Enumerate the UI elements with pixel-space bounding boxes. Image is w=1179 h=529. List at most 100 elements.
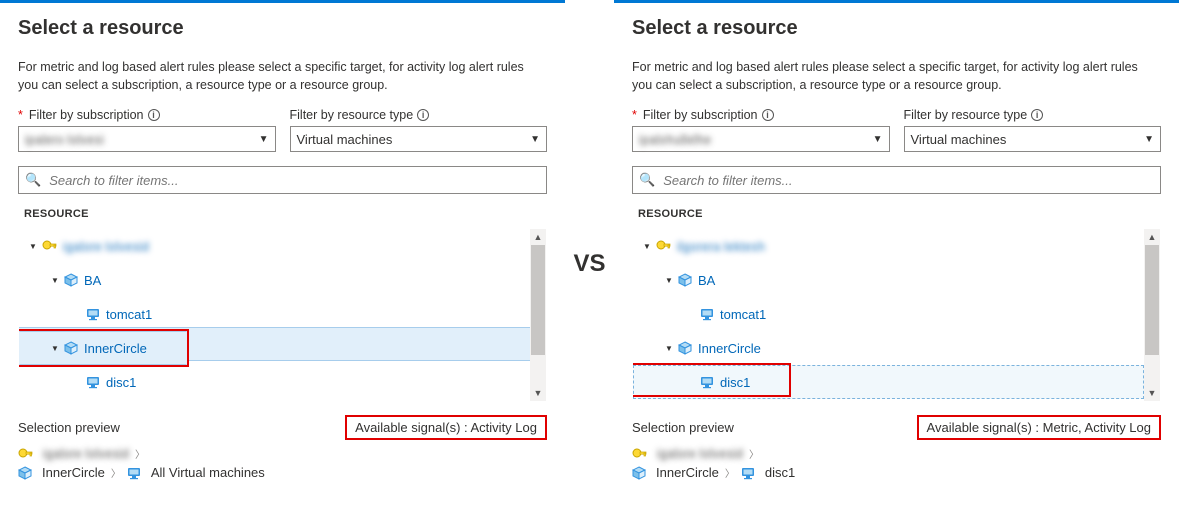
search-input[interactable] xyxy=(661,172,1154,189)
search-icon: 🔍 xyxy=(639,172,655,188)
chevron-down-icon: ▼ xyxy=(530,134,540,145)
resource-tree: ▼ ilgorera lektesh ▼ BA tomcat1 ▼ xyxy=(633,229,1160,401)
panel-title: Select a resource xyxy=(18,17,547,40)
cube-icon xyxy=(64,341,78,355)
scroll-down-icon[interactable]: ▼ xyxy=(1144,385,1160,401)
panel-description: For metric and log based alert rules ple… xyxy=(632,58,1161,94)
highlight-innercircle: ▼ InnerCircle xyxy=(19,329,189,367)
crumb-mid[interactable]: InnerCircle xyxy=(656,465,719,480)
tree-label: InnerCircle xyxy=(84,341,147,356)
tree-row-innercircle[interactable]: ▼ InnerCircle xyxy=(19,331,187,365)
scroll-down-icon[interactable]: ▼ xyxy=(530,385,546,401)
tree-label: tomcat1 xyxy=(106,307,152,322)
vs-divider: VS xyxy=(565,0,614,278)
tree-label: InnerCircle xyxy=(698,341,761,356)
tree-label: tomcat1 xyxy=(720,307,766,322)
collapse-icon[interactable]: ▼ xyxy=(50,276,60,285)
tree-label: BA xyxy=(84,273,101,288)
key-icon xyxy=(42,240,57,252)
tree-row-subscription[interactable]: ▼ igalore lolvesid xyxy=(19,229,530,263)
collapse-icon[interactable]: ▼ xyxy=(50,344,60,353)
info-icon[interactable]: i xyxy=(417,109,429,121)
search-icon: 🔍 xyxy=(25,172,41,188)
select-resource-panel-right: Select a resource For metric and log bas… xyxy=(614,0,1179,490)
resource-header: RESOURCE xyxy=(632,208,1161,220)
selection-preview-label: Selection preview xyxy=(18,420,120,435)
scroll-up-icon[interactable]: ▲ xyxy=(1144,229,1160,245)
subscription-dropdown[interactable]: ipalero lolvesi ▼ xyxy=(18,126,276,152)
tree-row-tomcat1[interactable]: tomcat1 xyxy=(633,297,1144,331)
crumb-root[interactable]: igalore lolvesid xyxy=(43,446,129,461)
scroll-thumb[interactable] xyxy=(1145,245,1159,355)
tree-label: disc1 xyxy=(106,375,136,390)
search-box[interactable]: 🔍 xyxy=(18,166,547,194)
tree-row-tomcat1[interactable]: tomcat1 xyxy=(19,297,530,331)
cube-icon xyxy=(678,341,692,355)
crumb-root[interactable]: igalore lolvesid xyxy=(657,446,743,461)
vm-icon xyxy=(86,307,100,321)
collapse-icon[interactable]: ▼ xyxy=(664,276,674,285)
crumb-mid[interactable]: InnerCircle xyxy=(42,465,105,480)
vm-icon xyxy=(700,307,714,321)
resource-tree: ▼ igalore lolvesid ▼ BA tomcat1 ▼ xyxy=(19,229,546,401)
filter-resource-type-label: Filter by resource type i xyxy=(904,108,1162,122)
scrollbar[interactable]: ▲ ▼ xyxy=(530,229,546,401)
search-box[interactable]: 🔍 xyxy=(632,166,1161,194)
chevron-right-icon: 〉 xyxy=(749,446,759,461)
info-icon[interactable]: i xyxy=(148,109,160,121)
filter-subscription-label: * Filter by subscription i xyxy=(632,108,890,122)
info-icon[interactable]: i xyxy=(1031,109,1043,121)
vm-icon xyxy=(700,375,714,389)
info-icon[interactable]: i xyxy=(762,109,774,121)
select-resource-panel-left: Select a resource For metric and log bas… xyxy=(0,0,565,490)
available-signals: Available signal(s) : Activity Log xyxy=(345,415,547,440)
breadcrumb: igalore lolvesid 〉 xyxy=(18,446,547,461)
tree-row-ba[interactable]: ▼ BA xyxy=(633,263,1144,297)
cube-icon xyxy=(632,466,646,480)
subscription-dropdown[interactable]: ipalohullelhe ▼ xyxy=(632,126,890,152)
tree-label: igalore lolvesid xyxy=(63,239,149,254)
tree-row-disc1[interactable]: disc1 xyxy=(633,365,1144,399)
tree-label: disc1 xyxy=(720,375,750,390)
resource-header: RESOURCE xyxy=(18,208,547,220)
key-icon xyxy=(632,448,647,460)
chevron-down-icon: ▼ xyxy=(259,134,269,145)
scroll-thumb[interactable] xyxy=(531,245,545,355)
collapse-icon[interactable]: ▼ xyxy=(664,344,674,353)
selection-preview-label: Selection preview xyxy=(632,420,734,435)
key-icon xyxy=(18,448,33,460)
cube-icon xyxy=(678,273,692,287)
chevron-right-icon: 〉 xyxy=(135,446,145,461)
breadcrumb: igalore lolvesid 〉 xyxy=(632,446,1161,461)
chevron-right-icon: 〉 xyxy=(111,465,121,480)
tree-label: BA xyxy=(698,273,715,288)
cube-icon xyxy=(64,273,78,287)
scrollbar[interactable]: ▲ ▼ xyxy=(1144,229,1160,401)
breadcrumb: InnerCircle 〉 disc1 xyxy=(632,465,1161,480)
tree-row-disc1[interactable]: disc1 xyxy=(19,365,530,399)
crumb-leaf[interactable]: disc1 xyxy=(765,465,795,480)
panel-description: For metric and log based alert rules ple… xyxy=(18,58,547,94)
tree-row-ba[interactable]: ▼ BA xyxy=(19,263,530,297)
collapse-icon[interactable]: ▼ xyxy=(28,242,38,251)
vm-icon xyxy=(741,466,755,480)
search-input[interactable] xyxy=(47,172,540,189)
available-signals: Available signal(s) : Metric, Activity L… xyxy=(917,415,1161,440)
tree-row-innercircle[interactable]: ▼ InnerCircle xyxy=(633,331,1144,365)
collapse-icon[interactable]: ▼ xyxy=(642,242,652,251)
vm-icon xyxy=(127,466,141,480)
vm-icon xyxy=(86,375,100,389)
resource-type-dropdown[interactable]: Virtual machines ▼ xyxy=(290,126,548,152)
scroll-up-icon[interactable]: ▲ xyxy=(530,229,546,245)
chevron-down-icon: ▼ xyxy=(1144,134,1154,145)
chevron-right-icon: 〉 xyxy=(725,465,735,480)
chevron-down-icon: ▼ xyxy=(873,134,883,145)
filter-resource-type-label: Filter by resource type i xyxy=(290,108,548,122)
key-icon xyxy=(656,240,671,252)
crumb-leaf[interactable]: All Virtual machines xyxy=(151,465,265,480)
tree-row-subscription[interactable]: ▼ ilgorera lektesh xyxy=(633,229,1144,263)
panel-title: Select a resource xyxy=(632,17,1161,40)
filter-subscription-label: * Filter by subscription i xyxy=(18,108,276,122)
breadcrumb: InnerCircle 〉 All Virtual machines xyxy=(18,465,547,480)
resource-type-dropdown[interactable]: Virtual machines ▼ xyxy=(904,126,1162,152)
